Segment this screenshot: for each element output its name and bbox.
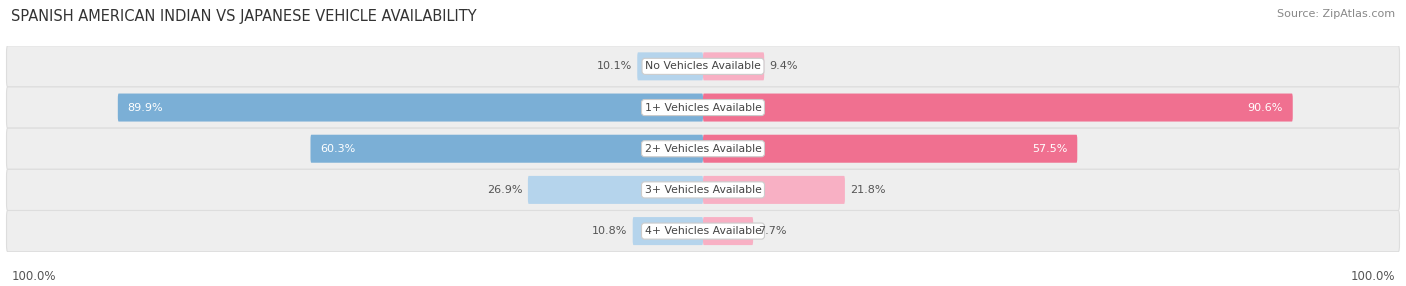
Text: 100.0%: 100.0% (1350, 270, 1395, 283)
Text: SPANISH AMERICAN INDIAN VS JAPANESE VEHICLE AVAILABILITY: SPANISH AMERICAN INDIAN VS JAPANESE VEHI… (11, 9, 477, 23)
Text: Source: ZipAtlas.com: Source: ZipAtlas.com (1277, 9, 1395, 19)
Text: 57.5%: 57.5% (1032, 144, 1067, 154)
Text: 7.7%: 7.7% (758, 226, 787, 236)
FancyBboxPatch shape (703, 52, 765, 80)
Text: 10.8%: 10.8% (592, 226, 627, 236)
Text: 3+ Vehicles Available: 3+ Vehicles Available (644, 185, 762, 195)
FancyBboxPatch shape (703, 94, 1292, 122)
FancyBboxPatch shape (118, 94, 703, 122)
FancyBboxPatch shape (633, 217, 703, 245)
FancyBboxPatch shape (527, 176, 703, 204)
FancyBboxPatch shape (7, 169, 1399, 210)
FancyBboxPatch shape (7, 87, 1399, 128)
Text: 9.4%: 9.4% (769, 61, 797, 71)
FancyBboxPatch shape (703, 176, 845, 204)
Text: 21.8%: 21.8% (851, 185, 886, 195)
Text: 2+ Vehicles Available: 2+ Vehicles Available (644, 144, 762, 154)
FancyBboxPatch shape (703, 217, 754, 245)
FancyBboxPatch shape (703, 135, 1077, 163)
Text: No Vehicles Available: No Vehicles Available (645, 61, 761, 71)
FancyBboxPatch shape (637, 52, 703, 80)
Text: 1+ Vehicles Available: 1+ Vehicles Available (644, 103, 762, 112)
Text: 60.3%: 60.3% (321, 144, 356, 154)
Text: 89.9%: 89.9% (128, 103, 163, 112)
FancyBboxPatch shape (7, 210, 1399, 252)
FancyBboxPatch shape (7, 128, 1399, 169)
FancyBboxPatch shape (7, 46, 1399, 87)
FancyBboxPatch shape (311, 135, 703, 163)
Text: 100.0%: 100.0% (11, 270, 56, 283)
Text: 4+ Vehicles Available: 4+ Vehicles Available (644, 226, 762, 236)
Text: 26.9%: 26.9% (488, 185, 523, 195)
Text: 10.1%: 10.1% (596, 61, 633, 71)
Text: 90.6%: 90.6% (1247, 103, 1282, 112)
